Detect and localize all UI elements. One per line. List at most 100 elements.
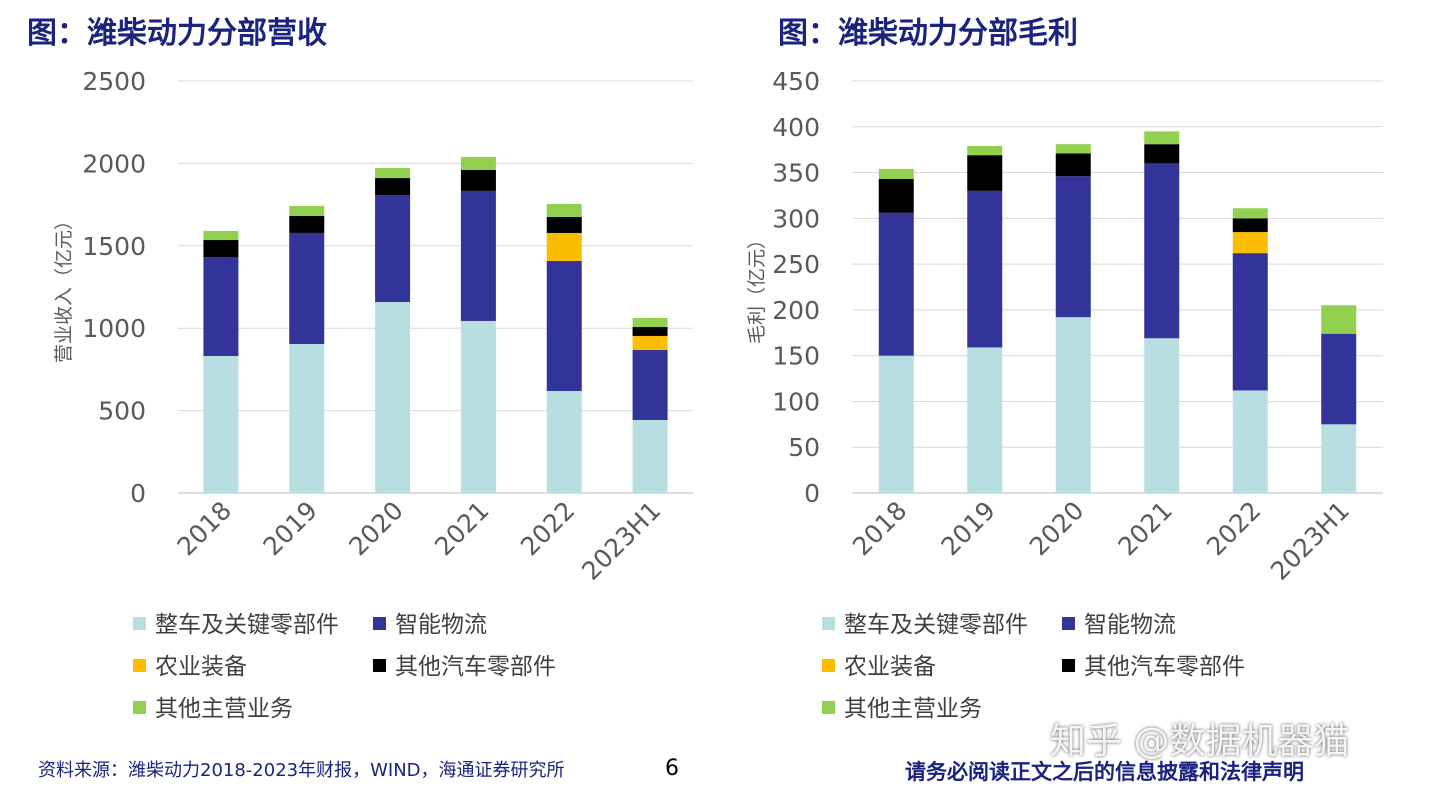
- x-tick-label: 2022: [515, 496, 580, 561]
- bar-segment: [546, 390, 582, 493]
- bar-segment: [1055, 176, 1091, 318]
- legend-label: 其他汽车零部件: [395, 654, 556, 680]
- source-note: 资料来源：潍柴动力2018-2023年财报，WIND，海通证券研究所: [38, 760, 565, 781]
- legend-swatch: [822, 659, 835, 672]
- x-tick-label: 2020: [343, 496, 408, 561]
- bar-segment: [460, 169, 496, 191]
- legend-label: 其他主营业务: [844, 696, 982, 722]
- watermark: 知乎 @数据机器猫: [1050, 721, 1350, 762]
- bar-segment: [878, 168, 914, 179]
- y-tick-label: 300: [772, 204, 820, 233]
- bar-segment: [1321, 305, 1357, 334]
- bar-segment: [1321, 333, 1357, 425]
- bar-segment: [375, 178, 411, 196]
- bar-segment: [375, 195, 411, 302]
- bar-segment: [632, 327, 668, 336]
- legend-swatch: [373, 659, 386, 672]
- bar-segment: [460, 190, 496, 321]
- x-tick-label: 2022: [1201, 496, 1266, 561]
- bar-segment: [1055, 317, 1091, 493]
- bar-segment: [878, 355, 914, 493]
- legend-swatch: [1062, 659, 1075, 672]
- bar-segment: [546, 216, 582, 233]
- y-tick-label: 2500: [82, 67, 146, 96]
- bar-segment: [1144, 163, 1180, 339]
- y-tick-label: 500: [98, 397, 146, 426]
- bar-segment: [289, 232, 325, 345]
- legend-label: 农业装备: [844, 654, 936, 680]
- y-tick-label: 1000: [82, 314, 146, 343]
- y-tick-label: 350: [772, 159, 820, 188]
- bar-segment: [546, 232, 582, 261]
- bar-segment: [967, 146, 1003, 156]
- x-tick-label: 2018: [847, 496, 912, 561]
- bar-segment: [1144, 144, 1180, 164]
- y-axis-label: 营业收入（亿元）: [53, 211, 75, 363]
- legend-swatch: [133, 659, 146, 672]
- bar-segment: [632, 317, 668, 328]
- bar-segment: [546, 260, 582, 391]
- legend-label: 农业装备: [155, 654, 247, 680]
- legend-label: 其他主营业务: [155, 696, 293, 722]
- bar-segment: [967, 155, 1003, 191]
- bar-segment: [375, 301, 411, 493]
- bar-segment: [546, 203, 582, 217]
- chart-title-profit: 图：潍柴动力分部毛利: [778, 16, 1078, 51]
- legend-label: 智能物流: [1084, 612, 1176, 638]
- y-tick-label: 100: [772, 387, 820, 416]
- y-tick-label: 0: [804, 479, 820, 508]
- y-tick-label: 2000: [82, 149, 146, 178]
- bar-segment: [1055, 144, 1091, 154]
- y-tick-label: 1500: [82, 232, 146, 261]
- x-tick-label: 2018: [172, 496, 237, 561]
- y-axis-label: 毛利（亿元）: [746, 230, 768, 344]
- bar-segment: [375, 168, 411, 179]
- legend-swatch: [1062, 617, 1075, 630]
- bar-segment: [632, 349, 668, 420]
- x-tick-label: 2019: [257, 496, 322, 561]
- legend-label: 其他汽车零部件: [1084, 654, 1245, 680]
- bar-segment: [1232, 218, 1268, 233]
- disclaimer: 请务必阅读正文之后的信息披露和法律声明: [905, 760, 1304, 784]
- bar-segment: [460, 156, 496, 170]
- x-tick-label: 2020: [1024, 496, 1089, 561]
- bar-segment: [1232, 208, 1268, 219]
- chart-title-revenue: 图：潍柴动力分部营收: [27, 16, 327, 51]
- legend-label: 整车及关键零部件: [844, 612, 1028, 638]
- y-tick-label: 150: [772, 342, 820, 371]
- legend-swatch: [822, 617, 835, 630]
- bar-segment: [289, 205, 325, 216]
- bar-segment: [203, 257, 239, 357]
- legend-swatch: [373, 617, 386, 630]
- bar-segment: [878, 178, 914, 213]
- bar-segment: [1232, 253, 1268, 391]
- bar-segment: [967, 190, 1003, 348]
- bar-segment: [632, 419, 668, 493]
- bar-segment: [1055, 153, 1091, 177]
- legend-swatch: [133, 701, 146, 714]
- bar-segment: [1232, 232, 1268, 254]
- bar-segment: [203, 356, 239, 493]
- bar-segment: [1144, 338, 1180, 493]
- x-tick-label: 2021: [1112, 496, 1177, 561]
- bar-segment: [203, 230, 239, 241]
- x-tick-label: 2023H1: [1265, 496, 1355, 586]
- y-tick-label: 250: [772, 250, 820, 279]
- legend-swatch: [822, 701, 835, 714]
- y-tick-label: 400: [772, 113, 820, 142]
- y-tick-label: 50: [788, 433, 820, 462]
- legend-swatch: [133, 617, 146, 630]
- legend-label: 整车及关键零部件: [155, 612, 339, 638]
- bar-segment: [967, 347, 1003, 493]
- x-tick-label: 2021: [429, 496, 494, 561]
- y-tick-label: 450: [772, 67, 820, 96]
- bar-segment: [289, 215, 325, 233]
- bar-segment: [632, 335, 668, 350]
- bar-segment: [1321, 424, 1357, 493]
- bar-segment: [289, 344, 325, 493]
- y-tick-label: 0: [130, 479, 146, 508]
- bar-segment: [878, 212, 914, 356]
- y-tick-label: 200: [772, 296, 820, 325]
- page-number: 6: [665, 756, 679, 781]
